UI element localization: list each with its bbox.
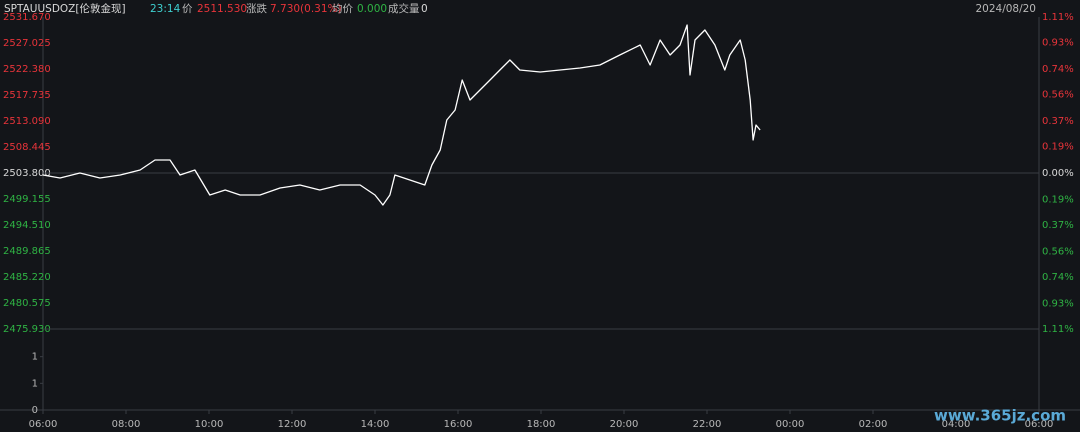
- x-tick-label: 02:00: [859, 419, 888, 430]
- y-tick-label: 2485.220: [3, 272, 51, 283]
- y2-tick-label: 1.11%: [1042, 324, 1074, 335]
- y2-tick-label: 0.19%: [1042, 195, 1074, 206]
- avg-label: 均价: [332, 3, 353, 15]
- y-tick-label: 2499.155: [3, 194, 51, 205]
- y2-tick-label: 0.00%: [1042, 168, 1074, 179]
- volume-tick-label: 1: [32, 352, 38, 363]
- x-tick-label: 20:00: [610, 419, 639, 430]
- x-tick-label: 08:00: [112, 419, 141, 430]
- y2-tick-label: 0.56%: [1042, 247, 1074, 258]
- y2-tick-label: 0.93%: [1042, 299, 1074, 310]
- x-tick-label: 18:00: [527, 419, 556, 430]
- symbol: SPTAUUSDOZ[伦敦金现]: [4, 2, 126, 15]
- y2-tick-label: 0.74%: [1042, 64, 1074, 75]
- avg: 0.000: [357, 3, 387, 15]
- y2-tick-label: 0.19%: [1042, 141, 1074, 152]
- x-tick-label: 14:00: [361, 419, 390, 430]
- y2-tick-label: 1.11%: [1042, 12, 1074, 23]
- x-tick-label: 00:00: [776, 419, 805, 430]
- y-tick-label: 2517.735: [3, 90, 51, 101]
- y2-tick-label: 0.37%: [1042, 220, 1074, 231]
- watermark: www.365jz.com: [934, 407, 1066, 425]
- x-tick-label: 12:00: [278, 419, 307, 430]
- y-tick-label: 2508.445: [3, 142, 51, 153]
- y2-tick-label: 0.93%: [1042, 37, 1074, 48]
- change: 7.730(0.31%): [270, 3, 342, 15]
- y-tick-label: 2480.575: [3, 298, 51, 309]
- volume: 0: [421, 3, 428, 15]
- y-tick-label: 2489.865: [3, 246, 51, 257]
- price-label: 价: [182, 3, 193, 15]
- y-tick-label: 2513.090: [3, 116, 51, 127]
- x-tick-label: 10:00: [195, 419, 224, 430]
- y-tick-label: 2503.800: [3, 168, 51, 179]
- time: 23:14: [150, 3, 181, 15]
- x-tick-label: 22:00: [693, 419, 722, 430]
- change-label: 涨跌: [246, 2, 267, 15]
- price-line: [42, 24, 761, 206]
- y-tick-label: 2475.930: [3, 324, 51, 335]
- y-tick-label: 2522.380: [3, 64, 51, 75]
- y2-tick-label: 0.74%: [1042, 272, 1074, 283]
- y2-tick-label: 0.56%: [1042, 89, 1074, 100]
- x-tick-label: 06:00: [1025, 419, 1054, 430]
- date: 2024/08/20: [975, 3, 1036, 15]
- y-tick-label: 2494.510: [3, 220, 51, 231]
- y2-tick-label: 0.37%: [1042, 116, 1074, 127]
- y-tick-label: 2527.025: [3, 38, 51, 49]
- price: 2511.530: [197, 3, 247, 15]
- x-tick-label: 06:00: [29, 419, 58, 430]
- y-tick-label: 2531.670: [3, 12, 51, 23]
- volume-tick-label: 0: [32, 405, 38, 416]
- x-tick-label: 16:00: [444, 419, 473, 430]
- x-tick-label: 04:00: [942, 419, 971, 430]
- volume-tick-label: 1: [32, 378, 38, 389]
- volume-label: 成交量: [388, 2, 420, 15]
